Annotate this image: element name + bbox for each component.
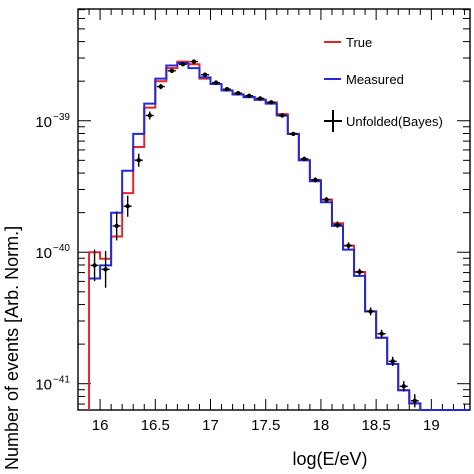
x-tick-label: 18 [313,417,330,434]
unfolded-point [114,223,119,229]
unfolded-point [169,68,175,73]
x-tick-label: 16.5 [141,417,170,434]
unfolded-point [368,309,373,314]
unfolded-point [202,72,208,77]
unfolded-point [180,62,186,67]
y-axis-title: Number of events [Arb. Norm.] [2,226,22,470]
unfolded-point [224,87,230,92]
unfolded-point [390,359,395,364]
x-tick-label: 16 [92,417,109,434]
unfolded-point [191,59,197,64]
unfolded-point [401,384,406,389]
unfolded-point [346,243,351,248]
unfolded-point [302,156,307,162]
legend: True Measured Unfolded(Bayes) [324,35,443,132]
unfolded-point [379,331,384,336]
y-tick-label: 10 [35,114,52,131]
x-tick-label: 18.5 [362,417,391,434]
unfolded-point [103,267,108,272]
x-tick-label: 17.5 [251,417,280,434]
legend-measured-label: Measured [346,72,404,87]
x-axis-title: log(E/eV) [292,449,367,469]
unfolded-point [412,398,417,403]
plot-frame [77,8,471,411]
unfolded-point [257,96,263,101]
unfolded-point [158,84,164,89]
unfolded-point [335,222,340,227]
unfolded-point [125,204,130,209]
x-tick-label: 19 [423,417,440,434]
y-tick-exponent: −41 [53,375,70,386]
series-measured-line [89,61,470,411]
unfolded-point [324,197,329,202]
unfolded-point [147,113,152,118]
unfolded-point [246,93,252,98]
unfolded-point [235,90,241,96]
unfolded-point [357,269,362,275]
unfolded-point [280,113,285,118]
y-tick-label: 10 [35,245,52,262]
unfolded-point [213,80,219,85]
y-tick-label: 10 [35,377,52,394]
legend-true-label: True [346,35,372,50]
unfolded-point [313,177,318,183]
x-tick-label: 17 [202,417,219,434]
unfolded-point [92,263,97,268]
unfolded-point [136,157,141,163]
axis-ticks [77,9,470,410]
legend-unfolded-label: Unfolded(Bayes) [346,114,443,129]
unfolded-point [269,100,274,105]
y-tick-exponent: −39 [53,112,70,123]
unfolded-point [291,131,296,137]
series-layer [88,59,470,411]
y-tick-exponent: −40 [53,243,70,254]
